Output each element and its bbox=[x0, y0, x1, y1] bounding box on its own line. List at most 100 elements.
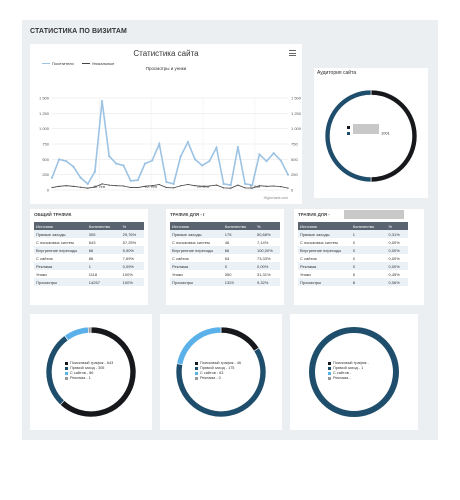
series-point-0[interactable] bbox=[229, 183, 232, 187]
audience-slice-0[interactable] bbox=[370, 89, 418, 183]
series-point-0[interactable] bbox=[215, 146, 218, 149]
series-point-0[interactable] bbox=[86, 182, 89, 185]
traffic-donut-1-slice-1[interactable] bbox=[175, 347, 267, 418]
series-point-0[interactable] bbox=[201, 164, 204, 167]
series-point-1[interactable] bbox=[187, 183, 189, 186]
donut-legend-item[interactable]: Поисковый трафик - 46 bbox=[195, 361, 241, 366]
donut-legend-item[interactable]: Прямой заход - 175 bbox=[195, 366, 241, 371]
table-header-cell[interactable]: % bbox=[386, 222, 408, 230]
series-point-0[interactable] bbox=[72, 165, 75, 168]
series-point-0[interactable] bbox=[193, 158, 197, 161]
series-point-0[interactable] bbox=[136, 179, 139, 182]
series-point-0[interactable] bbox=[236, 145, 240, 149]
series-point-0[interactable] bbox=[179, 155, 182, 158]
series-point-0[interactable] bbox=[143, 162, 147, 165]
series-point-1[interactable] bbox=[208, 185, 210, 187]
series-point-0[interactable] bbox=[115, 162, 118, 165]
series-point-0[interactable] bbox=[93, 170, 97, 173]
traffic-donut-0-slice-3[interactable] bbox=[87, 326, 92, 334]
series-point-0[interactable] bbox=[251, 183, 254, 187]
audience-slice-1[interactable] bbox=[324, 89, 372, 183]
series-point-1[interactable] bbox=[65, 185, 67, 187]
donut-legend-item[interactable]: Реклама - bbox=[328, 376, 369, 381]
table-header-cell[interactable]: % bbox=[120, 222, 144, 230]
series-point-0[interactable] bbox=[165, 180, 168, 184]
traffic-donut-0-slice-2[interactable] bbox=[64, 326, 89, 341]
series-point-0[interactable] bbox=[129, 179, 132, 182]
series-point-0[interactable] bbox=[222, 182, 225, 185]
series-point-0[interactable] bbox=[186, 141, 189, 144]
series-point-0[interactable] bbox=[265, 160, 268, 163]
series-point-1[interactable] bbox=[158, 183, 160, 186]
series-point-0[interactable] bbox=[122, 164, 125, 167]
series-point-1[interactable] bbox=[130, 186, 132, 189]
series-point-1[interactable] bbox=[144, 185, 146, 187]
series-point-0[interactable] bbox=[108, 155, 111, 158]
table-header-cell[interactable]: Количество bbox=[222, 222, 255, 230]
series-point-1[interactable] bbox=[101, 183, 103, 185]
series-point-1[interactable] bbox=[258, 185, 260, 187]
traffic-donut-1-slice-0[interactable] bbox=[220, 326, 260, 352]
series-point-1[interactable] bbox=[80, 186, 82, 188]
chart-credit[interactable]: Highcharts.com bbox=[264, 196, 288, 200]
series-point-0[interactable] bbox=[65, 160, 68, 163]
series-point-0[interactable] bbox=[151, 159, 154, 162]
series-point-0[interactable] bbox=[50, 176, 54, 179]
series-point-1[interactable] bbox=[72, 185, 75, 187]
series-point-0[interactable] bbox=[58, 158, 61, 161]
donut-legend-item[interactable]: С сайтов - bbox=[328, 371, 369, 376]
series-point-0[interactable] bbox=[258, 153, 261, 156]
series-point-0[interactable] bbox=[100, 99, 104, 103]
series-point-1[interactable] bbox=[265, 185, 268, 187]
series-point-0[interactable] bbox=[172, 182, 175, 185]
series-point-1[interactable] bbox=[244, 187, 246, 189]
series-point-1[interactable] bbox=[51, 186, 53, 189]
series-point-1[interactable] bbox=[223, 187, 225, 189]
traffic-donut-1-slice-2[interactable] bbox=[176, 326, 222, 366]
donut-legend-item[interactable]: Прямой заход - 305 bbox=[65, 366, 113, 371]
series-point-1[interactable] bbox=[137, 186, 139, 189]
series-point-1[interactable] bbox=[94, 186, 96, 188]
series-point-1[interactable] bbox=[115, 185, 117, 187]
series-point-1[interactable] bbox=[180, 185, 182, 187]
series-point-1[interactable] bbox=[287, 187, 289, 189]
series-point-1[interactable] bbox=[215, 184, 218, 186]
donut-legend-item[interactable]: Поисковый трафик - 643 bbox=[65, 361, 113, 366]
donut-legend-item[interactable]: Поисковый трафик - bbox=[328, 361, 369, 366]
series-point-0[interactable] bbox=[208, 160, 211, 163]
series-point-1[interactable] bbox=[172, 187, 175, 189]
donut-legend-item[interactable]: Прямой заход - 1 bbox=[328, 366, 369, 371]
series-point-1[interactable] bbox=[201, 185, 203, 187]
series-point-1[interactable] bbox=[151, 185, 153, 187]
series-point-1[interactable] bbox=[251, 187, 253, 189]
donut-legend-item[interactable]: Реклама - 0 bbox=[195, 376, 241, 381]
traffic-donut-2-slice-1[interactable] bbox=[309, 327, 399, 417]
series-point-0[interactable] bbox=[272, 152, 275, 155]
series-point-1[interactable] bbox=[280, 186, 282, 188]
table-header-cell[interactable]: Источник bbox=[34, 222, 87, 230]
series-point-1[interactable] bbox=[165, 186, 168, 189]
donut-legend-item[interactable]: Реклама - 1 bbox=[65, 376, 113, 381]
donut-legend-item[interactable]: С сайтов - 63 bbox=[195, 371, 241, 376]
donut-legend-item[interactable]: С сайтов - 86 bbox=[65, 371, 113, 376]
series-point-1[interactable] bbox=[122, 185, 125, 187]
table-header-cell[interactable]: Количество bbox=[350, 222, 387, 230]
table-header-cell[interactable]: Источник bbox=[170, 222, 223, 230]
legend-item-unique[interactable]: Уникальные bbox=[81, 61, 114, 66]
series-point-0[interactable] bbox=[79, 176, 82, 179]
series-point-0[interactable] bbox=[243, 182, 247, 185]
menu-icon[interactable] bbox=[289, 50, 296, 56]
series-point-0[interactable] bbox=[279, 159, 282, 162]
series-point-1[interactable] bbox=[87, 187, 89, 189]
table-header-cell[interactable]: % bbox=[254, 222, 280, 230]
series-point-0[interactable] bbox=[286, 173, 290, 176]
series-point-1[interactable] bbox=[237, 184, 239, 186]
series-point-1[interactable] bbox=[230, 187, 232, 189]
series-point-1[interactable] bbox=[108, 184, 110, 186]
legend-item-visitors[interactable]: Посетители bbox=[42, 61, 74, 66]
series-point-1[interactable] bbox=[194, 185, 196, 187]
series-point-1[interactable] bbox=[273, 185, 275, 187]
table-header-cell[interactable]: Источник bbox=[298, 222, 351, 230]
table-header-cell[interactable]: Количество bbox=[86, 222, 121, 230]
series-point-0[interactable] bbox=[158, 142, 161, 146]
